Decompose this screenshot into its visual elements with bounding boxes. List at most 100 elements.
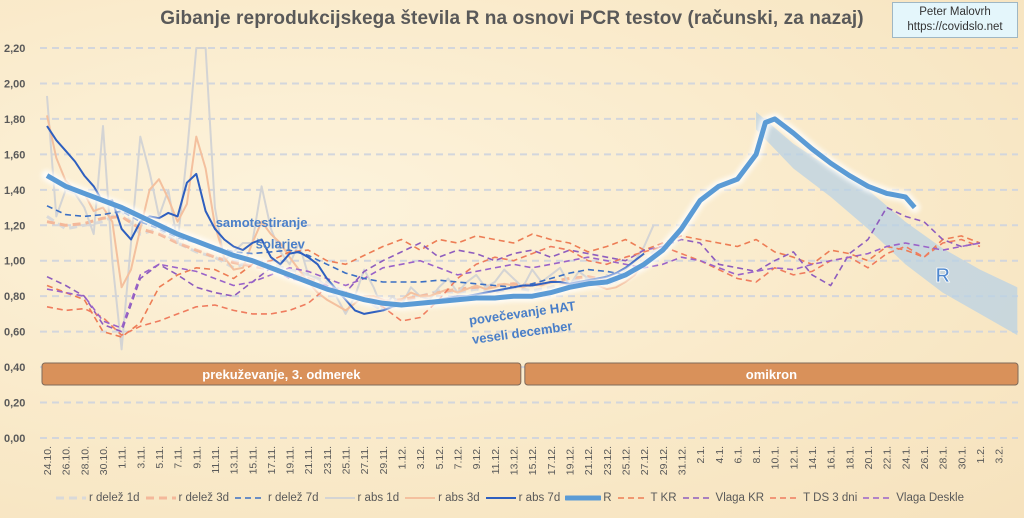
- x-tick-label: 7.11.: [173, 446, 185, 469]
- series-lines: [41, 47, 981, 351]
- y-tick-label: 0,80: [4, 291, 25, 303]
- legend-label: r abs 3d: [438, 492, 480, 504]
- x-tick-label: 5.11.: [154, 446, 166, 469]
- x-tick-label: 29.12.: [658, 446, 670, 475]
- x-tick-label: 26.10.: [61, 446, 73, 475]
- x-tick-label: 1.2.: [975, 446, 987, 464]
- legend-swatch: [324, 497, 355, 499]
- x-tick-label: 11.12.: [490, 446, 502, 474]
- legend-label: T DS 3 dni: [803, 492, 858, 504]
- x-tick-label: 15.12.: [527, 446, 539, 475]
- x-tick-label: 25.12.: [620, 446, 632, 475]
- x-tick-label: 19.12.: [564, 446, 576, 475]
- x-tick-label: 13.12.: [509, 446, 521, 475]
- chart-title: Gibanje reprodukcijskega števila R na os…: [160, 8, 864, 29]
- period-label: prekuževanje, 3. odmerek: [202, 367, 361, 382]
- legend-label: r abs 7d: [518, 492, 561, 504]
- r-projection-band: [756, 111, 1018, 336]
- legend-label: T KR: [650, 492, 677, 504]
- legend-label: r abs 1d: [357, 492, 400, 504]
- period-bar: [524, 362, 1019, 386]
- series-vlaga-deskle: [46, 242, 981, 329]
- legend-swatch: [682, 497, 713, 499]
- legend-swatch: [565, 495, 602, 501]
- author-box[interactable]: Peter Malovrh https://covidslo.net: [892, 2, 1018, 38]
- y-tick-label: 1,60: [4, 149, 25, 161]
- y-axis-ticks: 0,00 0,20 0,40 0,60 0,80 1,00 1,20 1,40 1,60 1,80…: [4, 43, 25, 445]
- x-tick-label: 21.12.: [583, 446, 595, 475]
- y-tick-label: 0,00: [4, 433, 25, 445]
- x-tick-label: 27.11.: [359, 446, 371, 474]
- legend-item: Vlaga KR: [682, 492, 765, 504]
- x-tick-label: 24.1.: [900, 446, 912, 469]
- x-tick-label: 7.12.: [453, 446, 465, 469]
- period-bar: [41, 362, 522, 386]
- x-tick-label: 25.11.: [341, 446, 353, 474]
- legend-item: R: [565, 492, 612, 504]
- legend-label: r delež 7d: [268, 492, 319, 504]
- y-tick-label: 0,20: [4, 398, 25, 410]
- y-tick-label: 0,60: [4, 327, 25, 339]
- y-tick-label: 0,40: [4, 362, 25, 374]
- legend-swatch: [617, 497, 648, 499]
- legend-swatch: [405, 497, 436, 499]
- x-tick-label: 6.1.: [732, 446, 744, 464]
- x-tick-label: 8.1.: [751, 446, 763, 464]
- legend-item: r delež 1d: [55, 492, 140, 504]
- legend-label: r delež 3d: [178, 492, 230, 504]
- legend-item: Vlaga Deskle: [862, 492, 964, 504]
- x-tick-label: 19.11.: [285, 446, 297, 474]
- x-tick-label: 23.11.: [322, 446, 334, 474]
- series-t-kr: [46, 233, 981, 338]
- x-tick-label: 13.11.: [229, 446, 241, 474]
- x-tick-label: 10.1.: [770, 446, 782, 469]
- x-axis-ticks: 24.10. 26.10. 28.10. 30.10. 1.11. 3.11. 5.11. 7…: [42, 446, 1006, 475]
- y-tick-label: 1,00: [4, 256, 25, 268]
- legend-swatch: [235, 497, 266, 499]
- x-tick-label: 24.10.: [42, 446, 54, 475]
- x-tick-label: 16.1.: [826, 446, 838, 469]
- annotation-label: samotestiranje: [216, 215, 308, 230]
- x-tick-label: 15.11.: [247, 446, 259, 474]
- legend-item: r delež 3d: [145, 492, 230, 504]
- x-tick-label: 21.11.: [303, 446, 315, 474]
- annotation-label: šolarjev: [256, 236, 306, 251]
- x-tick-label: 20.1.: [863, 446, 875, 469]
- legend-label: Vlaga KR: [715, 492, 765, 504]
- x-tick-label: 3.12.: [415, 446, 427, 469]
- x-tick-label: 17.12.: [546, 446, 558, 475]
- x-tick-label: 26.1.: [919, 446, 931, 469]
- x-tick-label: 2.1.: [695, 446, 707, 464]
- x-tick-label: 29.11.: [378, 446, 390, 474]
- y-tick-label: 2,20: [4, 43, 25, 55]
- series-vlaga-kr: [46, 206, 981, 333]
- legend-swatch: [863, 497, 894, 499]
- x-tick-label: 3.2.: [994, 446, 1006, 464]
- x-tick-label: 28.10.: [79, 446, 91, 475]
- x-tick-label: 1.11.: [117, 446, 129, 469]
- legend-label: Vlaga Deskle: [896, 492, 965, 504]
- x-tick-label: 3.11.: [135, 446, 147, 469]
- x-tick-label: 11.11.: [210, 446, 222, 474]
- y-tick-label: 1,20: [4, 220, 25, 232]
- x-tick-label: 9.12.: [471, 446, 483, 469]
- y-tick-label: 1,40: [4, 185, 25, 197]
- author-link[interactable]: https://covidslo.net: [907, 21, 1003, 33]
- x-tick-label: 1.12.: [397, 446, 409, 469]
- projection-band: [756, 111, 1018, 336]
- x-tick-label: 9.11.: [191, 446, 203, 469]
- legend-item: r abs 1d: [324, 492, 400, 504]
- x-tick-label: 14.1.: [807, 446, 819, 469]
- series-r-abs-3d: [46, 115, 645, 312]
- x-tick-label: 27.12.: [639, 446, 651, 475]
- legend-item: r abs 7d: [485, 492, 561, 504]
- legend-label: R: [603, 492, 612, 504]
- legend-swatch: [485, 497, 516, 499]
- y-tick-label: 2,00: [4, 78, 25, 90]
- period-label: omikron: [746, 367, 797, 382]
- x-tick-label: 17.11.: [266, 446, 278, 474]
- series-r: [45, 116, 917, 308]
- x-tick-label: 28.1.: [938, 446, 950, 469]
